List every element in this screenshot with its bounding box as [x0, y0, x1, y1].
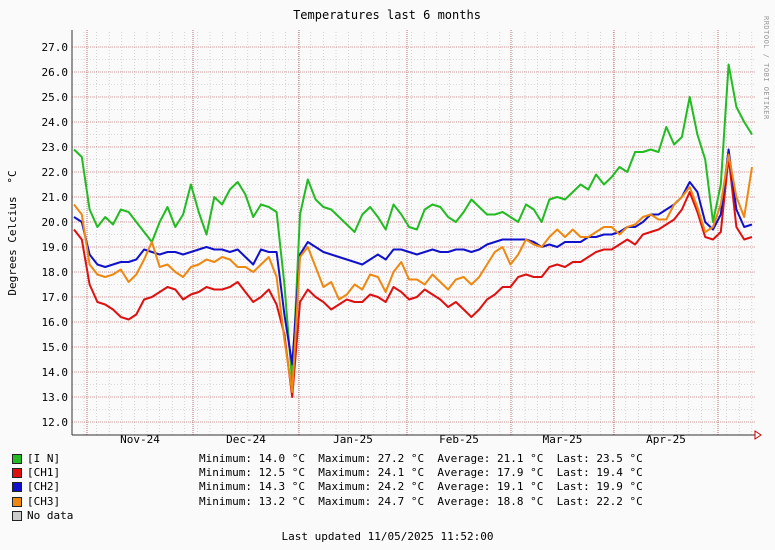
x-tick-label: Jan-25 — [333, 433, 373, 446]
legend-swatch-ch2 — [12, 482, 22, 493]
legend-item: No data — [12, 509, 73, 523]
y-tick-label: 20.0 — [42, 216, 69, 229]
series-line-1 — [73, 156, 753, 398]
series-line-3 — [73, 153, 753, 393]
legend-swatch-nodata — [12, 510, 22, 521]
y-tick-label: 27.0 — [42, 41, 69, 54]
legend-label: No data — [27, 508, 74, 522]
y-tick-label: 17.0 — [42, 291, 69, 304]
temperature-chart: Temperatures last 6 months Degrees Celci… — [6, 8, 762, 446]
legend: [I N] [CH1] [CH2] [CH3] No data — [12, 452, 73, 523]
legend-label: [CH2] — [27, 480, 61, 494]
grid — [72, 30, 755, 435]
legend-swatch-in — [12, 454, 22, 465]
stats-row: Minimum: 14.3 °C Maximum: 24.2 °C Averag… — [199, 480, 643, 494]
chart-title: Temperatures last 6 months — [293, 8, 481, 22]
legend-swatch-ch3 — [12, 496, 22, 507]
stats-row: Minimum: 12.5 °C Maximum: 24.1 °C Averag… — [199, 466, 643, 480]
legend-item: [CH1] — [12, 466, 73, 480]
rrdtool-credit: RRDTOOL / TOBI OETIKER — [762, 16, 770, 120]
y-tick-label: 26.0 — [42, 66, 69, 79]
legend-item: [CH2] — [12, 480, 73, 494]
legend-label: [CH1] — [27, 466, 61, 480]
x-tick-label: Feb-25 — [439, 433, 479, 446]
y-tick-label: 13.0 — [42, 391, 69, 404]
stats-row: Minimum: 14.0 °C Maximum: 27.2 °C Averag… — [199, 452, 643, 465]
y-tick-label: 16.0 — [42, 316, 69, 329]
y-axis-unit: °C — [6, 170, 19, 183]
y-tick-label: 22.0 — [42, 166, 69, 179]
legend-label: [CH3] — [27, 494, 61, 508]
y-tick-label: 25.0 — [42, 91, 69, 104]
y-tick-label: 15.0 — [42, 341, 69, 354]
series-line-2 — [73, 148, 753, 366]
y-axis-label: Degrees Celcius — [6, 196, 19, 295]
y-tick-label: 12.0 — [42, 416, 69, 429]
y-tick-label: 19.0 — [42, 241, 69, 254]
legend-item: [I N] — [12, 452, 73, 466]
legend-label: [I N] — [27, 452, 61, 465]
y-tick-label: 18.0 — [42, 266, 69, 279]
y-tick-label: 21.0 — [42, 191, 69, 204]
x-tick-label: Nov-24 — [120, 433, 160, 446]
series-line-0 — [73, 63, 753, 383]
legend-item: [CH3] — [12, 495, 73, 509]
last-updated: Last updated 11/05/2025 11:52:00 — [281, 530, 494, 543]
x-tick-label: Apr-25 — [646, 433, 686, 446]
legend-swatch-ch1 — [12, 468, 22, 479]
y-tick-label: 23.0 — [42, 141, 69, 154]
y-tick-label: 14.0 — [42, 366, 69, 379]
y-ticks: 12.0 13.0 14.0 15.0 16.0 17.0 18.0 19.0 20.0 21.0… — [42, 41, 69, 429]
series-lines — [73, 63, 753, 398]
x-ticks: Nov-24 Dec-24 Jan-25 Feb-25 Mar-25 Apr-25 — [120, 433, 686, 446]
x-tick-label: Dec-24 — [226, 433, 266, 446]
y-tick-label: 24.0 — [42, 116, 69, 129]
x-axis-arrow-icon — [754, 430, 762, 440]
statistics-table: Minimum: 14.0 °C Maximum: 27.2 °C Averag… — [199, 452, 643, 509]
x-tick-label: Mar-25 — [543, 433, 583, 446]
stats-row: Minimum: 13.2 °C Maximum: 24.7 °C Averag… — [199, 494, 643, 508]
